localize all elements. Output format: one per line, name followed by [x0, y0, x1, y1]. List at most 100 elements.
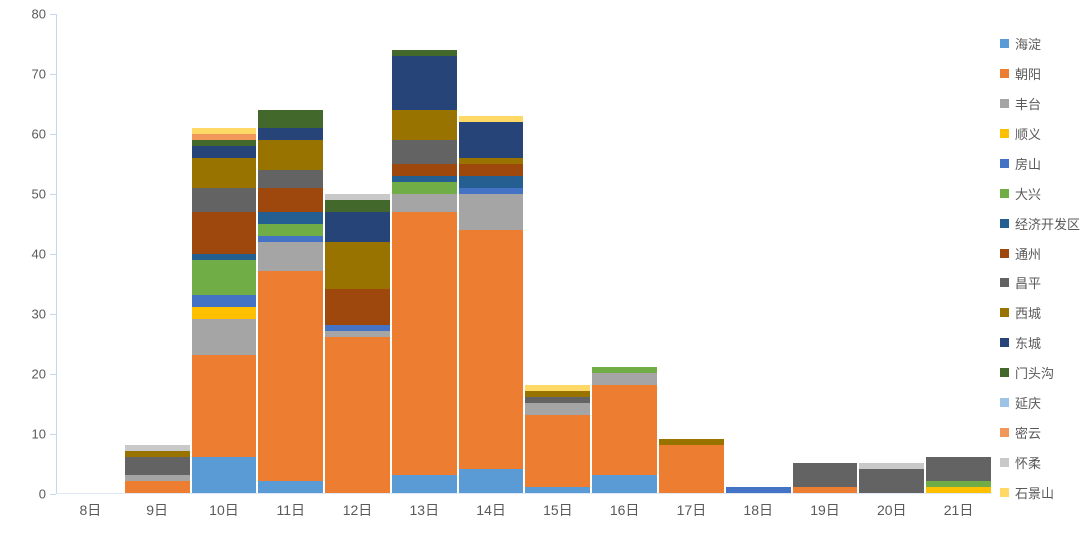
bar-segment — [124, 475, 190, 482]
bar-segment — [325, 289, 390, 326]
legend-swatch — [1000, 158, 1009, 168]
x-tick-label: 14日 — [476, 502, 506, 518]
bar-segment — [458, 469, 524, 493]
bar-column: 15日 — [524, 14, 591, 518]
bar-segment — [325, 199, 390, 212]
legend-item: 海淀 — [1000, 37, 1041, 52]
bar-segment — [258, 235, 324, 242]
y-tick-mark — [50, 14, 56, 15]
bar-column: 13日 — [391, 14, 458, 518]
legend-swatch — [1000, 487, 1009, 497]
bar-segment — [391, 181, 457, 194]
bar-stack — [258, 14, 324, 493]
legend-label: 顺义 — [1015, 126, 1042, 142]
bar-column: 14日 — [458, 14, 525, 518]
bar-segment — [525, 487, 591, 493]
legend-swatch — [1000, 248, 1009, 258]
legend-item: 丰台 — [1000, 96, 1042, 112]
legend-item: 昌平 — [1000, 276, 1041, 291]
bar-stack — [525, 14, 591, 493]
legend-label: 石景山 — [1015, 485, 1055, 501]
legend-item: 东城 — [1000, 336, 1041, 351]
legend-label: 通州 — [1015, 246, 1042, 262]
bar-segment — [325, 337, 390, 493]
bar-segment — [191, 259, 257, 296]
bar-segment — [124, 481, 190, 493]
bar-segment — [258, 271, 324, 482]
bar-segment — [458, 175, 524, 188]
bar-segment — [391, 163, 457, 176]
bar-segment — [525, 397, 591, 404]
bar-segment — [391, 109, 457, 140]
y-tick-label: 40 — [31, 246, 46, 262]
legend-label: 经济开发区 — [1015, 216, 1080, 232]
y-tick-label: 0 — [38, 486, 46, 502]
legend-item: 大兴 — [1000, 186, 1041, 202]
y-tick-mark — [50, 74, 56, 75]
bar-column: 17日 — [658, 14, 725, 518]
bar-segment — [659, 439, 724, 446]
legend-item: 顺义 — [1000, 126, 1042, 142]
x-tick-label: 17日 — [676, 502, 707, 518]
x-tick-label: 8日 — [79, 502, 102, 518]
bar-segment — [592, 475, 658, 493]
legend-swatch — [1000, 308, 1009, 318]
bar-segment — [391, 175, 457, 182]
legend-label: 丰台 — [1015, 96, 1042, 112]
x-tick-label: 16日 — [609, 502, 640, 518]
bar-segment — [792, 463, 858, 488]
bar-segment — [525, 403, 591, 416]
bar-column: 19日 — [792, 14, 859, 518]
y-tick-label: 30 — [31, 306, 46, 322]
bar-segment — [391, 475, 457, 493]
bar-column: 10日 — [191, 14, 258, 518]
bar-segment — [458, 193, 524, 230]
bar-segment — [258, 223, 324, 236]
bar-column: 9日 — [124, 14, 191, 518]
bar-stack — [792, 14, 858, 493]
bar-segment — [325, 325, 390, 332]
y-tick-label: 60 — [31, 126, 46, 142]
bar-segment — [391, 139, 457, 164]
bar-segment — [725, 487, 791, 493]
bar-segment — [258, 169, 324, 188]
legend-label: 朝阳 — [1015, 66, 1042, 82]
y-tick-label: 20 — [31, 366, 46, 382]
legend-item: 通州 — [1000, 246, 1042, 262]
bar-segment — [258, 127, 324, 140]
bar-stack — [124, 14, 190, 493]
bar-segment — [191, 145, 257, 158]
bar-segment — [458, 157, 524, 164]
bar-stack — [391, 14, 457, 493]
bar-column: 11日 — [257, 14, 324, 518]
bar-segment — [525, 391, 591, 398]
bar-stack — [325, 14, 390, 493]
legend-item: 延庆 — [1000, 396, 1042, 412]
legend-swatch — [1000, 68, 1009, 78]
legend-swatch — [1000, 218, 1009, 228]
legend-label: 延庆 — [1015, 396, 1042, 412]
bar-segment — [391, 211, 457, 476]
bar-segment — [592, 367, 658, 374]
bar-column: 12日 — [324, 14, 391, 518]
legend-swatch — [1000, 458, 1009, 468]
bar-column: 21日 — [925, 14, 992, 518]
bar-segment — [391, 50, 457, 56]
legend-swatch — [1000, 188, 1009, 198]
x-tick-label: 15日 — [543, 502, 573, 518]
x-tick-label: 19日 — [810, 502, 840, 518]
bar-segment — [525, 385, 591, 392]
bar-segment — [325, 331, 390, 338]
bar-segment — [258, 481, 324, 493]
bar-segment — [258, 139, 324, 170]
legend-item: 密云 — [1000, 426, 1041, 441]
y-tick-label: 80 — [31, 6, 46, 22]
y-tick-mark — [50, 194, 56, 195]
bar-segment — [258, 211, 324, 224]
bar-segment — [191, 127, 257, 134]
legend-swatch — [1000, 428, 1009, 438]
bar-segment — [458, 121, 524, 158]
y-tick-label: 70 — [31, 66, 46, 82]
bar-segment — [258, 241, 324, 272]
